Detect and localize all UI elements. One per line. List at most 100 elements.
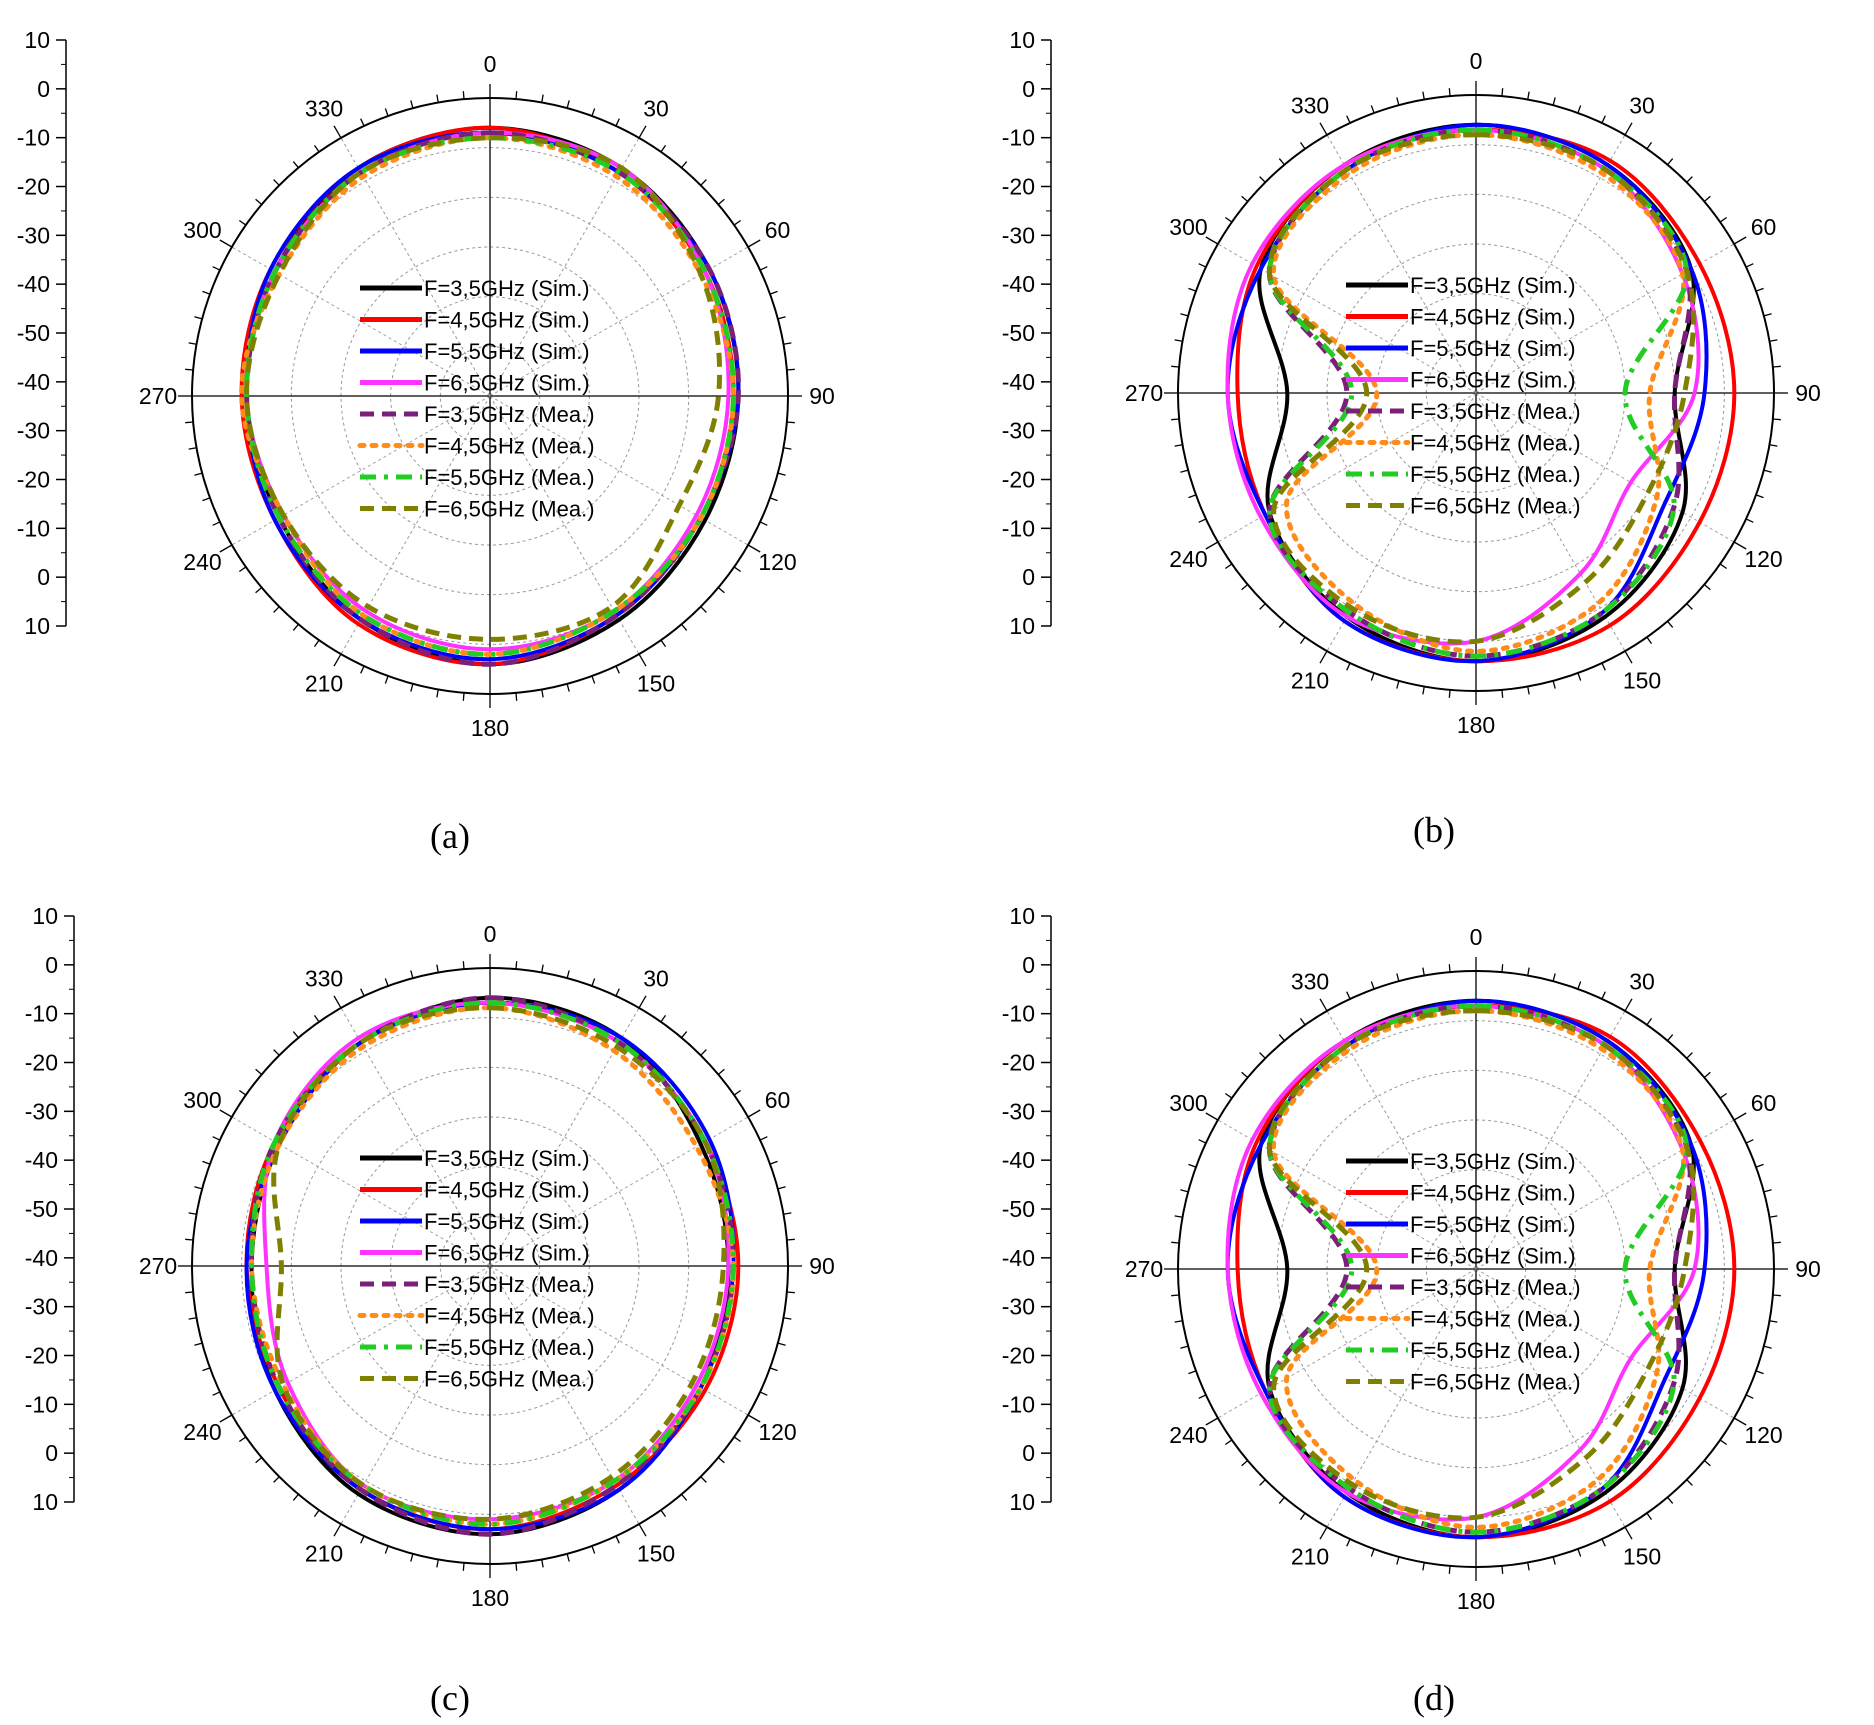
angle-tick (185, 421, 194, 424)
angle-tick (638, 653, 647, 667)
angle-label: 120 (1744, 546, 1782, 572)
legend-label: F=3,5GHz (Mea.) (1410, 399, 1581, 424)
angle-tick (1646, 141, 1653, 150)
angle-label: 30 (1629, 968, 1655, 994)
angle-tick (384, 978, 389, 987)
angle-tick (786, 368, 795, 371)
angle-label: 300 (183, 1087, 221, 1113)
angle-tick (541, 94, 544, 103)
angle-tick (783, 447, 792, 450)
legend-label: F=5,5GHz (Mea.) (1410, 462, 1581, 487)
angle-tick (1422, 1562, 1425, 1571)
angle-tick (360, 1535, 365, 1544)
radial-label: 10 (1009, 903, 1035, 929)
angle-tick (591, 978, 596, 987)
series-line (1225, 122, 1709, 664)
angle-label: 180 (471, 1585, 509, 1611)
angle-label: 90 (1795, 380, 1821, 406)
legend-label: F=3,5GHz (Mea.) (424, 1272, 595, 1297)
angle-tick (1601, 991, 1606, 1000)
angle-tick (1259, 1052, 1266, 1059)
angle-tick (273, 1049, 280, 1056)
radial-label: 0 (37, 76, 50, 102)
angle-tick (1396, 680, 1400, 689)
angle-tick (1552, 1556, 1556, 1565)
series-line (1271, 1008, 1687, 1530)
series-line (249, 1000, 736, 1527)
radial-label: -10 (17, 125, 50, 151)
legend-label: F=4,5GHz (Mea.) (424, 434, 595, 459)
angle-tick (1577, 1548, 1582, 1557)
angle-tick (1552, 97, 1556, 106)
grid-spoke (1475, 392, 1626, 652)
angle-tick (1646, 1512, 1653, 1521)
angle-label: 240 (1169, 1422, 1207, 1448)
legend-label: F=3,5GHz (Mea.) (424, 402, 595, 427)
radial-label: 0 (37, 564, 50, 590)
angle-tick (1601, 115, 1606, 124)
legend-label: F=6,5GHz (Mea.) (1410, 494, 1581, 519)
radial-label: 10 (24, 613, 50, 639)
angle-tick (1422, 91, 1425, 100)
angle-tick (292, 1031, 299, 1039)
grid-spoke (1475, 392, 1735, 543)
angle-tick (313, 1509, 320, 1518)
angle-label: 330 (1291, 968, 1329, 994)
angle-tick (333, 653, 342, 667)
angle-tick (1174, 339, 1183, 342)
angle-tick (1527, 91, 1530, 100)
angle-label: 330 (305, 95, 343, 121)
angle-tick (1448, 689, 1451, 698)
angle-tick (1552, 973, 1556, 982)
grid-spoke (1475, 1268, 1626, 1528)
angle-tick (188, 342, 197, 345)
angle-tick (194, 316, 203, 320)
angle-tick (436, 964, 439, 973)
angle-tick (1422, 686, 1425, 695)
angle-tick (292, 161, 299, 169)
angle-tick (1278, 1034, 1285, 1042)
angle-tick (238, 1436, 247, 1443)
angle-tick (462, 961, 465, 970)
angle-tick (660, 1509, 667, 1518)
angle-tick (194, 1186, 203, 1190)
angle-tick (777, 1342, 786, 1346)
series-line (249, 1005, 736, 1527)
legend-label: F=6,5GHz (Sim.) (424, 371, 590, 396)
radial-label: -10 (1002, 1391, 1035, 1417)
angle-tick (1346, 991, 1351, 1000)
angle-tick (777, 1186, 786, 1190)
angle-tick (515, 961, 518, 970)
radial-label: 10 (1009, 613, 1035, 639)
angle-tick (541, 1559, 544, 1568)
angle-tick (1501, 689, 1504, 698)
angle-tick (733, 566, 742, 573)
legend-label: F=4,5GHz (Mea.) (1410, 1307, 1581, 1332)
angle-tick (515, 91, 518, 100)
grid-spoke (1326, 134, 1477, 394)
angle-tick (219, 1109, 233, 1118)
angle-label: 180 (1457, 1588, 1495, 1614)
angle-label: 240 (183, 549, 221, 575)
angle-tick (747, 1109, 761, 1118)
angle-label: 270 (139, 1253, 177, 1279)
angle-tick (681, 1493, 688, 1501)
angle-tick (1188, 287, 1197, 292)
angle-tick (212, 1136, 221, 1141)
angle-tick (783, 342, 792, 345)
angle-label: 210 (305, 1541, 343, 1567)
angle-tick (1719, 1092, 1728, 1099)
angle-tick (1769, 444, 1778, 447)
angle-tick (1763, 469, 1772, 473)
angle-tick (273, 1476, 280, 1483)
angle-tick (333, 125, 342, 139)
angle-tick (638, 1523, 647, 1537)
angle-tick (1646, 1017, 1653, 1026)
angle-tick (1224, 1439, 1233, 1446)
angle-tick (1396, 97, 1400, 106)
radial-label: 0 (1022, 564, 1035, 590)
angle-tick (769, 497, 778, 502)
angle-tick (1686, 1479, 1693, 1486)
angle-label: 180 (1457, 712, 1495, 738)
angle-label: 90 (1795, 1256, 1821, 1282)
